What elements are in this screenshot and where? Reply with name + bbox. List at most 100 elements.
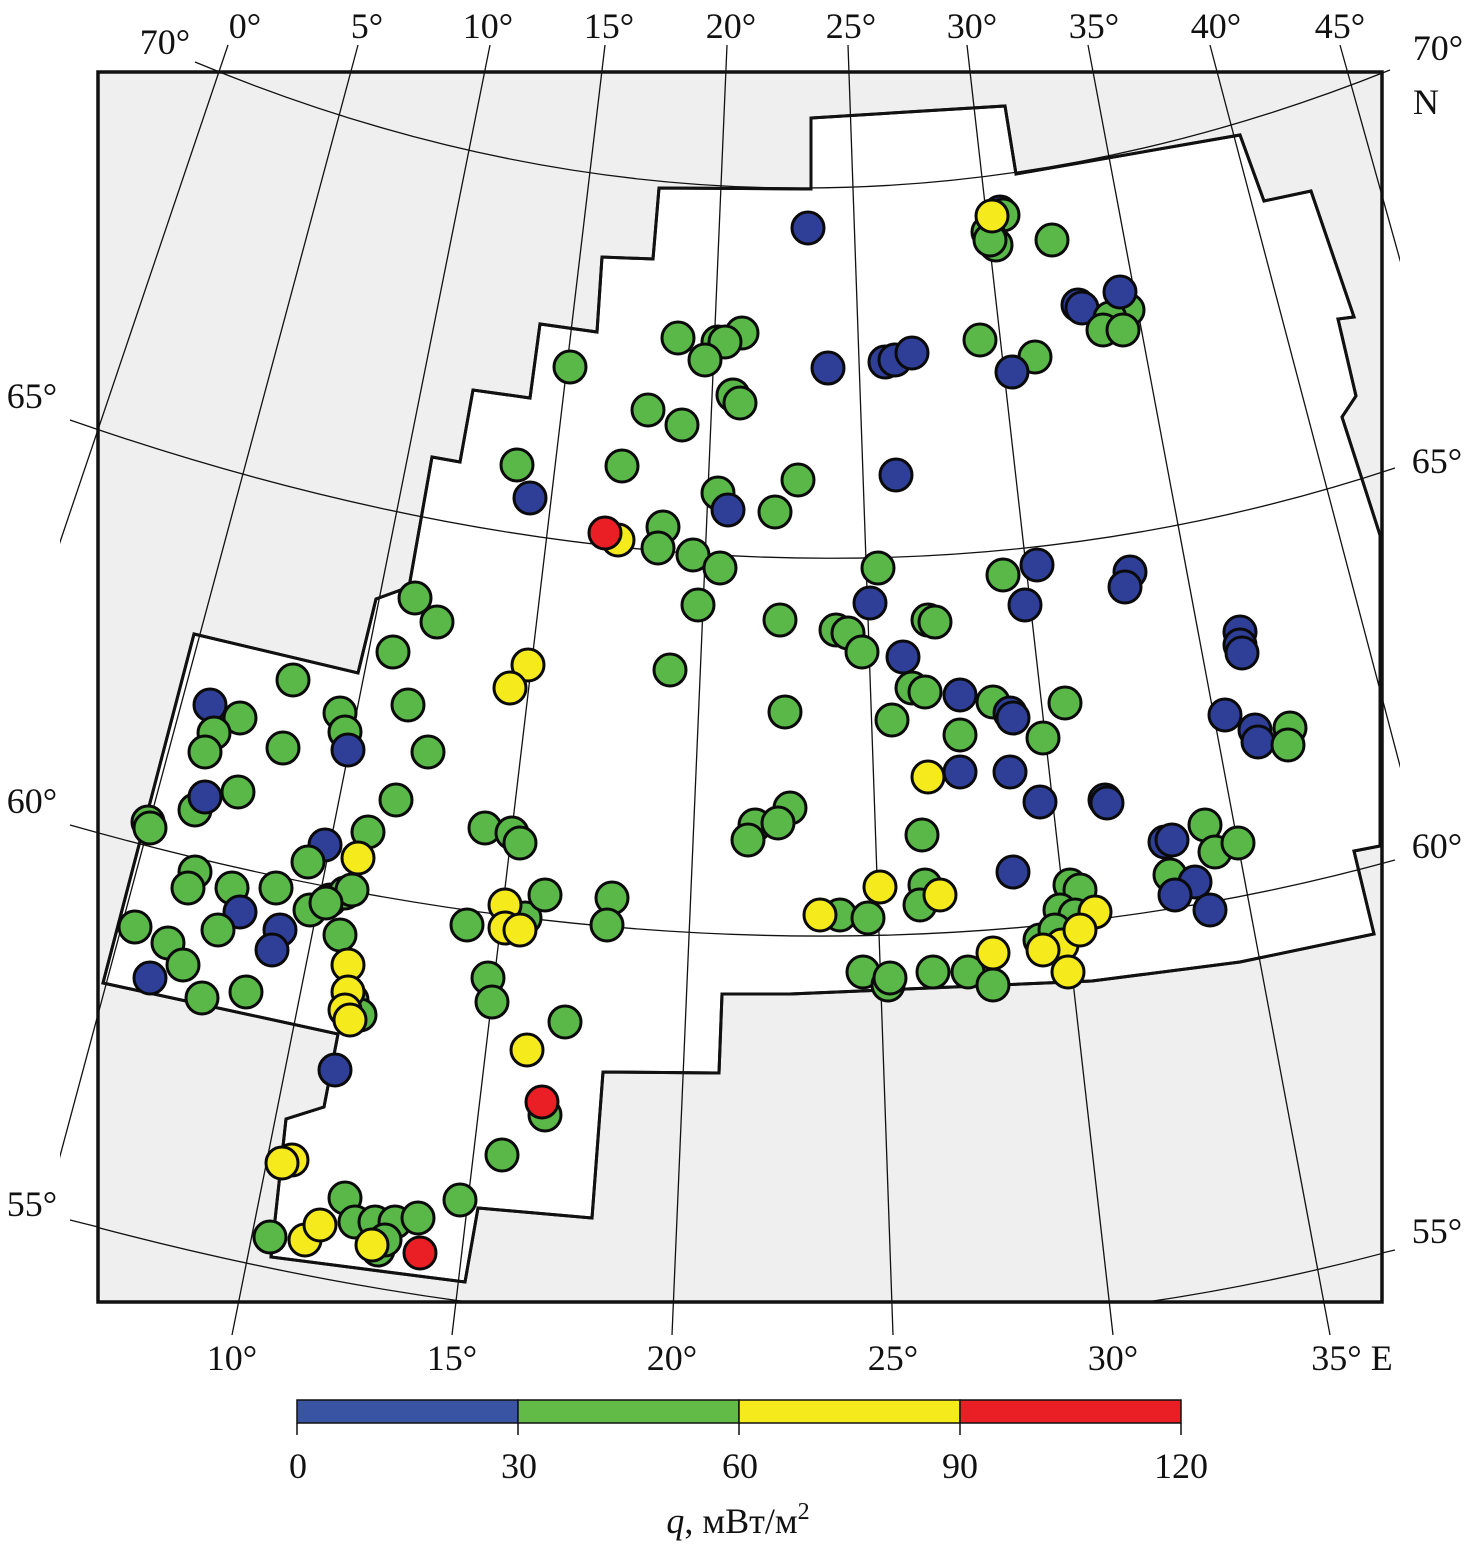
heat-flow-points: [117, 194, 1308, 1271]
heat-flow-point-yellow: [862, 869, 898, 905]
lon-label-0: 0°: [229, 6, 261, 46]
north-label: N: [1413, 82, 1439, 122]
heat-flow-point-green: [442, 1182, 478, 1218]
lat-label-65-left: 65°: [7, 376, 57, 416]
heat-flow-point-blue: [1192, 892, 1228, 928]
lon-label-30-bottom: 30°: [1088, 1338, 1138, 1378]
heat-flow-point-yellow: [1050, 954, 1086, 990]
heat-flow-point-blue: [1224, 635, 1260, 671]
lat-label-60-right: 60°: [1412, 826, 1462, 866]
heat-flow-point-green: [850, 900, 886, 936]
heat-flow-point-blue: [187, 779, 223, 815]
heat-flow-point-green: [220, 774, 256, 810]
lat-label-65-right: 65°: [1412, 441, 1462, 481]
heat-flow-point-blue: [852, 585, 888, 621]
heat-flow-point-yellow: [502, 912, 538, 948]
heat-flow-point-yellow: [922, 877, 958, 913]
lon-label-25-bottom: 25°: [868, 1338, 918, 1378]
heat-flow-point-green: [484, 1137, 520, 1173]
meridian-15: [451, 44, 606, 1336]
lon-label-15: 15°: [584, 6, 634, 46]
lon-label-10-bottom: 10°: [207, 1338, 257, 1378]
heat-flow-point-blue: [710, 492, 746, 528]
colorbar-segment-30-60: [517, 1399, 740, 1424]
colorbar: [296, 1399, 1182, 1435]
parallel-55-stub-left: [69, 1219, 99, 1228]
heat-flow-point-yellow: [354, 1227, 390, 1263]
heat-flow-point-green: [184, 980, 220, 1016]
lon-label-30: 30°: [947, 6, 997, 46]
heat-flow-point-green: [390, 687, 426, 723]
heat-flow-point-yellow: [975, 935, 1011, 971]
lat-label-55-left: 55°: [7, 1184, 57, 1224]
heat-flow-point-blue: [1019, 547, 1055, 583]
heat-flow-point-blue: [1107, 569, 1143, 605]
heat-flow-point-yellow: [340, 840, 376, 876]
heat-flow-point-green: [780, 462, 816, 498]
heat-flow-point-green: [200, 912, 236, 948]
heat-flow-point-yellow: [302, 1207, 338, 1243]
heat-flow-point-blue: [995, 854, 1031, 890]
heat-flow-point-green: [265, 730, 301, 766]
heat-flow-point-green: [730, 822, 766, 858]
heat-flow-point-green: [722, 385, 758, 421]
left-labels: 65° 60° 55°: [7, 376, 57, 1224]
heat-flow-point-green: [419, 604, 455, 640]
meridian-10: [231, 44, 491, 1336]
heat-flow-point-green: [117, 909, 153, 945]
heat-flow-point-red: [524, 1084, 560, 1120]
colorbar-label-var: q: [666, 1501, 684, 1541]
heat-flow-point-blue: [995, 700, 1031, 736]
heat-flow-point-blue: [132, 960, 168, 996]
lat-label-55-right: 55°: [1412, 1211, 1462, 1251]
parallel-55: [98, 1226, 1382, 1302]
colorbar-segment-60-90: [738, 1399, 961, 1424]
heat-flow-point-green: [378, 782, 414, 818]
heat-flow-point-green: [767, 694, 803, 730]
heat-flow-point-blue: [1207, 697, 1243, 733]
heat-flow-point-green: [702, 550, 738, 586]
heat-flow-point-blue: [992, 754, 1028, 790]
heat-flow-point-green: [640, 530, 676, 566]
heat-flow-point-green: [258, 870, 294, 906]
study-region-outline: [101, 104, 1382, 1284]
heat-flow-point-green: [1025, 720, 1061, 756]
heat-flow-point-green: [252, 1219, 288, 1255]
meridian-20: [671, 44, 728, 1336]
heat-flow-point-green: [527, 877, 563, 913]
heat-flow-point-green: [985, 557, 1021, 593]
colorbar-segment-90-120: [959, 1399, 1182, 1424]
heat-flow-point-green: [942, 717, 978, 753]
heat-flow-point-green: [322, 917, 358, 953]
heat-flow-point-yellow: [802, 897, 838, 933]
heat-flow-point-green: [917, 604, 953, 640]
lon-label-20-bottom: 20°: [647, 1338, 697, 1378]
heat-flow-point-green: [762, 602, 798, 638]
heat-flow-point-green: [757, 494, 793, 530]
heat-flow-point-green: [975, 967, 1011, 1003]
lon-label-10: 10°: [463, 6, 513, 46]
heat-flow-point-green: [187, 734, 223, 770]
lon-label-5: 5°: [351, 6, 383, 46]
colorbar-tick-0: 0: [289, 1446, 307, 1486]
heat-flow-point-yellow: [332, 1002, 368, 1038]
heat-flow-point-green: [308, 885, 344, 921]
heat-flow-point-green: [680, 587, 716, 623]
heat-flow-point-green: [400, 1200, 436, 1236]
heat-flow-point-green: [449, 907, 485, 943]
lon-label-35: 35°: [1069, 6, 1119, 46]
heat-flow-point-green: [1047, 685, 1083, 721]
heat-flow-point-yellow: [974, 198, 1010, 234]
heat-flow-point-red: [587, 515, 623, 551]
top-labels: 70° 0° 5° 10° 15° 20° 25° 30° 35° 40° 45…: [140, 6, 1463, 122]
heat-flow-point-green: [290, 844, 326, 880]
parallel-55-stub-right: [1381, 1249, 1396, 1254]
heat-flow-point-green: [552, 349, 588, 385]
colorbar-tick-60: 60: [722, 1446, 758, 1486]
heat-flow-point-green: [962, 322, 998, 358]
heat-flow-point-blue: [885, 639, 921, 675]
heat-flow-point-blue: [894, 335, 930, 371]
colorbar-segment-0-30: [296, 1399, 519, 1424]
heat-flow-point-blue: [1154, 822, 1190, 858]
